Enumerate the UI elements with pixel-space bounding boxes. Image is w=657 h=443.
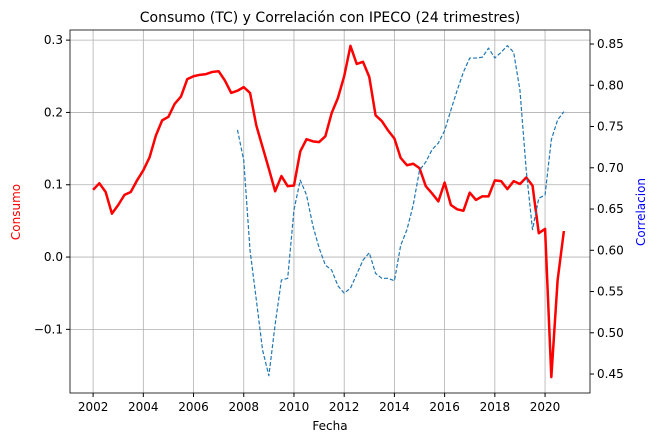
y-tick-label: 0.1 [44,178,63,192]
plot-frame [69,29,591,394]
y2-tick-label: 0.45 [597,367,624,381]
x-tick-label: 2008 [228,400,259,414]
x-tick-label: 2016 [429,400,460,414]
y2-tick-label: 0.55 [597,285,624,299]
x-tick-label: 2018 [480,400,511,414]
x-tick-label: 2002 [78,400,109,414]
series-line [236,45,565,377]
x-tick-label: 2010 [279,400,310,414]
y-tick-label: −0.1 [34,322,63,336]
y2-tick-label: 0.70 [597,161,624,175]
y2-tick-label: 0.80 [597,78,624,92]
y-tick-label: 0.0 [44,250,63,264]
x-tick-label: 2014 [379,400,410,414]
y-tick-label: 0.3 [44,33,63,47]
y2-tick-label: 0.65 [597,202,624,216]
x-tick-label: 2004 [128,400,159,414]
x-tick-label: 2012 [329,400,360,414]
x-axis-label: Fecha [312,419,347,433]
y2-axis-label: Correlacion [634,178,648,246]
y2-tick-label: 0.75 [597,120,624,134]
y-axis-label: Consumo [9,184,23,240]
x-tick-label: 2006 [178,400,209,414]
series-line [92,44,566,379]
y2-tick-label: 0.50 [597,326,624,340]
y-tick-label: 0.2 [44,105,63,119]
chart-title: Consumo (TC) y Correlación con IPECO (24… [140,10,520,26]
y2-tick-label: 0.60 [597,243,624,257]
x-tick-label: 2020 [530,400,561,414]
y2-tick-label: 0.85 [597,37,624,51]
